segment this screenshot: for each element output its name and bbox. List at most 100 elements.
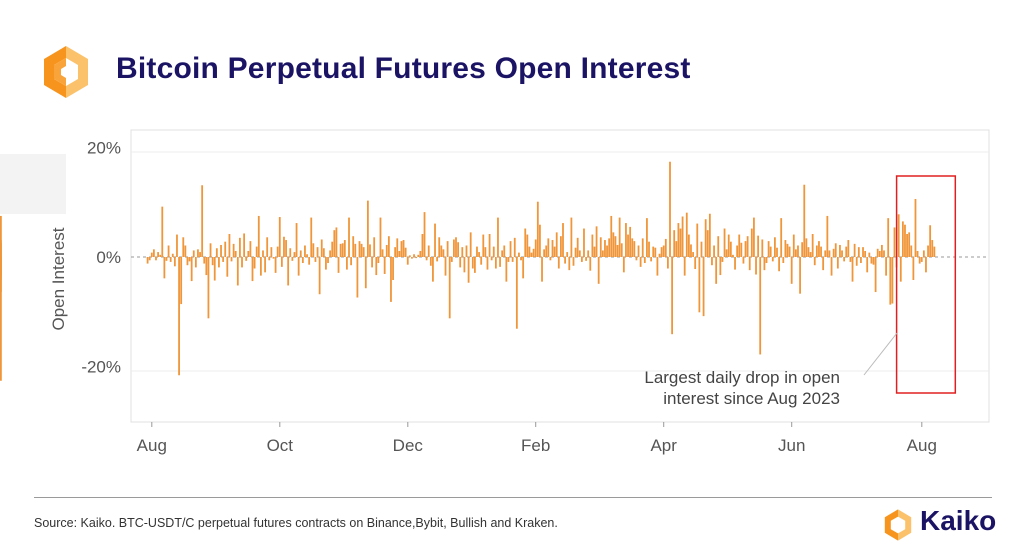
bar (721, 257, 724, 262)
bar (320, 239, 323, 257)
bar (171, 253, 174, 257)
bar (406, 257, 409, 265)
bar (914, 198, 917, 257)
bar (862, 247, 864, 257)
y-tick-label: -20% (81, 358, 121, 377)
bar (291, 257, 294, 261)
bar (350, 257, 352, 266)
bar (824, 250, 827, 257)
bar (465, 245, 468, 257)
y-axis-label: Open Interest (49, 227, 68, 330)
bar (247, 250, 250, 257)
bar (0, 257, 2, 381)
bar (868, 252, 871, 257)
bar (687, 234, 690, 257)
bar (226, 257, 229, 277)
bar (163, 257, 166, 279)
bar (732, 254, 734, 257)
bar (872, 257, 875, 265)
bar (675, 241, 678, 257)
bar (253, 257, 256, 269)
bar (717, 236, 720, 257)
bar (400, 241, 403, 257)
bar (572, 257, 575, 266)
bar (771, 257, 774, 262)
bar (765, 257, 768, 264)
bar (173, 257, 176, 267)
bar (438, 237, 441, 257)
bar (488, 234, 491, 257)
bar (576, 237, 579, 257)
bar (916, 250, 919, 257)
bar (738, 234, 741, 257)
logo-left-inner (54, 58, 66, 86)
bar (169, 257, 172, 262)
bar (922, 250, 925, 257)
bar (706, 230, 709, 257)
bar (364, 257, 367, 289)
bar (629, 226, 632, 257)
bar (505, 257, 508, 282)
bar (182, 237, 185, 257)
bar (524, 228, 527, 257)
bar (236, 257, 239, 286)
bar (933, 246, 936, 257)
bar (625, 223, 627, 257)
bar (511, 257, 514, 262)
bar (874, 257, 877, 293)
annotation-connector (863, 332, 898, 376)
side-panel (0, 154, 66, 214)
bar (912, 257, 915, 280)
bar (176, 234, 178, 257)
bar (551, 240, 554, 257)
bar (425, 257, 428, 261)
bar (301, 257, 304, 264)
bar (671, 257, 673, 335)
bar (461, 247, 464, 257)
bar (727, 234, 730, 257)
bar (329, 250, 332, 257)
bar (362, 247, 365, 257)
bar-series (0, 161, 936, 381)
bar (203, 257, 206, 264)
bar (262, 250, 264, 257)
bar (908, 232, 911, 257)
bar (532, 248, 535, 257)
bar (408, 255, 411, 257)
bar (157, 252, 159, 257)
bar (570, 217, 573, 257)
source-note: Source: Kaiko. BTC-USDT/C perpetual futu… (34, 516, 558, 530)
bar (878, 250, 881, 257)
bar (534, 239, 537, 257)
bar (616, 244, 619, 257)
bar (593, 246, 596, 257)
bar (358, 241, 361, 257)
bar (750, 228, 753, 257)
bar (759, 257, 762, 355)
bar (839, 244, 841, 257)
bar (860, 257, 862, 264)
bar (476, 246, 478, 257)
bar (648, 241, 650, 257)
bar (0, 215, 2, 257)
bar (713, 245, 715, 257)
bar (562, 223, 564, 257)
bar (851, 257, 854, 282)
bar (742, 257, 745, 264)
bar (881, 244, 883, 257)
bar (931, 240, 934, 257)
bar (918, 257, 921, 264)
bar (822, 257, 825, 271)
bar (434, 223, 436, 257)
bar (394, 247, 397, 257)
bar (836, 257, 839, 269)
bar (218, 257, 220, 268)
bar (241, 257, 243, 268)
bar (583, 228, 585, 257)
bar (494, 257, 497, 269)
bar (471, 257, 474, 269)
bar (587, 250, 590, 257)
bar (398, 250, 401, 257)
footer-divider (34, 497, 992, 498)
bar (390, 257, 392, 302)
